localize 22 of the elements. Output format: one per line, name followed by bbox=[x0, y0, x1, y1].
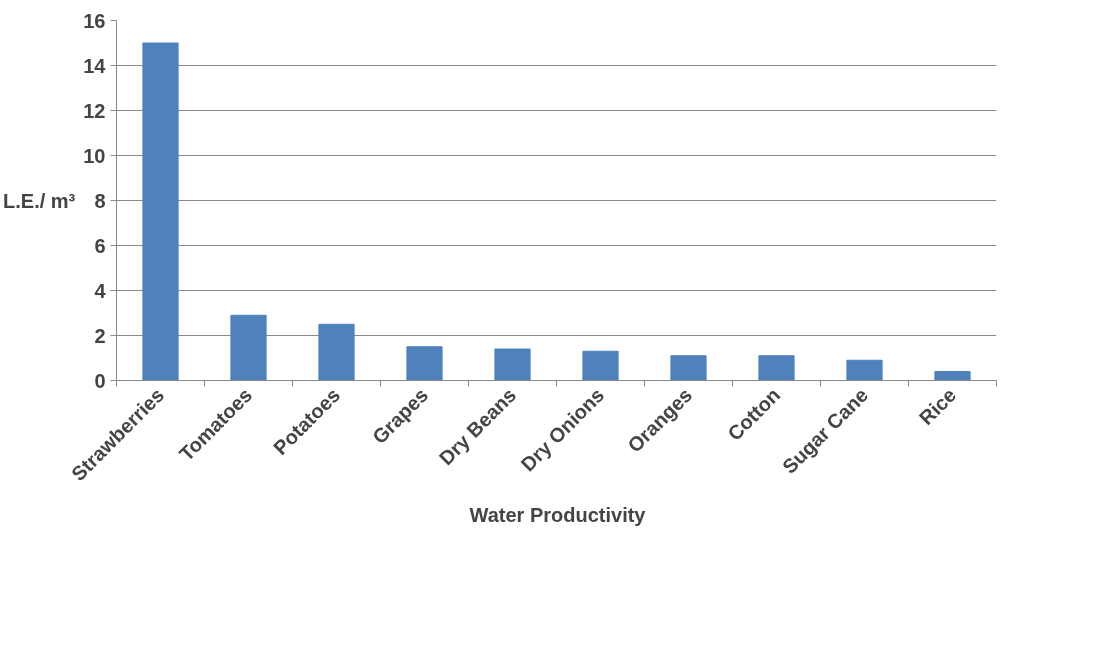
y-tick-label: 14 bbox=[83, 54, 107, 77]
y-axis-title: L.E./ m³ bbox=[3, 189, 76, 212]
bar bbox=[846, 359, 883, 381]
bar bbox=[142, 42, 179, 381]
bar bbox=[406, 346, 443, 381]
bar bbox=[318, 323, 355, 381]
bar bbox=[670, 355, 707, 381]
bar bbox=[494, 348, 531, 381]
y-tick-label: 10 bbox=[83, 144, 106, 167]
text: Water Productivity bbox=[469, 503, 646, 527]
bar bbox=[230, 314, 267, 381]
x-tick-label: Rice bbox=[914, 383, 961, 430]
y-tick-label: 2 bbox=[94, 324, 106, 347]
y-tick-label: 0 bbox=[94, 369, 106, 392]
y-tick-label: 8 bbox=[94, 189, 106, 212]
y-tick-label: 6 bbox=[94, 234, 106, 257]
bar bbox=[934, 371, 971, 381]
y-tick-label: 16 bbox=[83, 9, 106, 32]
y-tick-label: 12 bbox=[83, 99, 106, 122]
bar bbox=[758, 355, 795, 381]
y-tick-label: 4 bbox=[94, 279, 107, 302]
bar bbox=[582, 350, 619, 381]
